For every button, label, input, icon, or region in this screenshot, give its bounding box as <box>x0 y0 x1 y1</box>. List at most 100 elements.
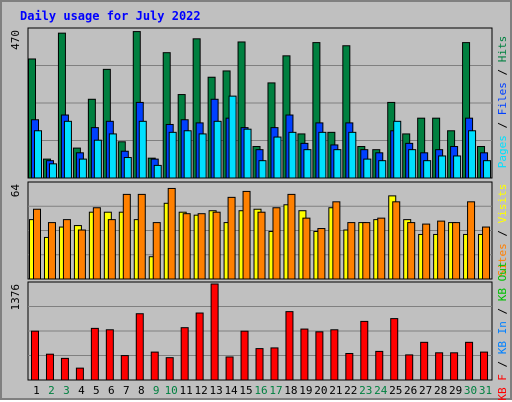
pages-bar <box>228 95 237 179</box>
kbytes-bar <box>285 311 294 381</box>
kbytes-bar <box>405 354 414 381</box>
sites-bar <box>332 201 341 280</box>
kbytes-bar <box>360 320 369 381</box>
bottom-legend-item: KB In <box>496 321 509 354</box>
sites-bar <box>62 219 71 280</box>
sites-bar <box>452 222 461 280</box>
day-label: 10 <box>165 384 178 397</box>
kbytes-bar <box>75 367 84 381</box>
pages-bar <box>243 128 252 179</box>
pages-bar <box>138 120 147 179</box>
day-label: 20 <box>314 384 327 397</box>
bottom-legend-separator: / <box>496 354 509 374</box>
kbytes-bar <box>210 283 219 381</box>
sites-bar <box>257 211 266 280</box>
sites-bar <box>167 187 176 280</box>
top-legend: Pages / Files / Hits <box>496 36 509 169</box>
scale-label: 470 <box>9 30 22 50</box>
top-legend-item: Pages <box>496 135 509 168</box>
day-label: 29 <box>449 384 462 397</box>
day-label: 28 <box>434 384 447 397</box>
kbytes-bar <box>165 357 174 381</box>
sites-bar <box>227 196 236 280</box>
sites-bar <box>47 222 56 280</box>
pages-bar <box>123 157 132 179</box>
pages-bar <box>183 130 192 179</box>
pages-bar <box>273 136 282 179</box>
day-label: 5 <box>93 384 100 397</box>
pages-bar <box>423 160 432 179</box>
sites-bar <box>242 190 251 280</box>
sites-bar <box>467 201 476 280</box>
day-label: 13 <box>209 384 222 397</box>
day-label: 6 <box>108 384 115 397</box>
kbytes-bar <box>45 353 54 381</box>
bottom-legend-item: KB F <box>496 374 509 401</box>
pages-bar <box>258 160 267 179</box>
sites-bar <box>182 213 191 280</box>
day-label: 27 <box>419 384 432 397</box>
pages-bar <box>93 139 102 179</box>
kbytes-bar <box>390 318 399 381</box>
sites-bar <box>377 217 386 280</box>
kbytes-bar <box>465 341 474 381</box>
pages-bar <box>318 131 327 179</box>
middle-legend-item: Visits <box>496 184 509 224</box>
chart-title: Daily usage for July 2022 <box>20 9 201 23</box>
day-label: 16 <box>254 384 267 397</box>
kbytes-bar <box>105 329 114 381</box>
kbytes-bar <box>450 352 459 381</box>
sites-bar <box>422 223 431 280</box>
kbytes-bar <box>345 352 354 381</box>
middle-legend-separator: / <box>496 223 509 243</box>
pages-bar <box>363 158 372 179</box>
day-label: 19 <box>299 384 312 397</box>
sites-bar <box>437 220 446 280</box>
day-label: 7 <box>123 384 130 397</box>
kbytes-bar <box>300 328 309 381</box>
day-label: 12 <box>195 384 208 397</box>
scale-label: 64 <box>9 184 22 198</box>
day-label: 11 <box>180 384 193 397</box>
kbytes-bar <box>120 355 129 381</box>
sites-bar <box>92 207 101 280</box>
pages-bar <box>288 131 297 179</box>
sites-bar <box>152 222 161 280</box>
scale-label: 1376 <box>9 284 22 311</box>
kbytes-bar <box>180 327 189 381</box>
top-legend-separator: / <box>496 62 509 82</box>
pages-bar <box>48 163 57 179</box>
kbytes-bar <box>480 351 489 381</box>
top-legend-separator: / <box>496 115 509 135</box>
day-label: 2 <box>48 384 55 397</box>
pages-bar <box>303 149 312 179</box>
kbytes-bar <box>240 330 249 381</box>
day-label: 15 <box>239 384 252 397</box>
sites-bar <box>33 208 41 280</box>
day-label: 8 <box>138 384 145 397</box>
day-label: 24 <box>374 384 388 397</box>
day-label: 25 <box>389 384 402 397</box>
kbytes-bar <box>435 352 444 381</box>
sites-bar <box>362 222 371 280</box>
day-label: 14 <box>224 384 238 397</box>
day-label: 22 <box>344 384 357 397</box>
pages-bar <box>78 158 87 179</box>
pages-bar <box>468 130 477 179</box>
day-label: 30 <box>464 384 477 397</box>
middle-legend-item: Sites <box>496 243 509 276</box>
day-label: 17 <box>269 384 282 397</box>
sites-bar <box>392 201 401 280</box>
pages-bar <box>438 155 447 179</box>
day-label: 26 <box>404 384 417 397</box>
bottom-legend-item: KB Out <box>496 261 509 301</box>
kbytes-bar <box>270 347 279 381</box>
pages-bar <box>408 149 417 179</box>
day-label: 31 <box>479 384 492 397</box>
pages-bar <box>63 120 72 179</box>
pages-bar <box>213 120 222 179</box>
day-label: 18 <box>284 384 297 397</box>
kbytes-bar <box>330 329 339 381</box>
pages-bar <box>453 155 462 179</box>
middle-legend: Sites / Visits <box>496 184 509 277</box>
